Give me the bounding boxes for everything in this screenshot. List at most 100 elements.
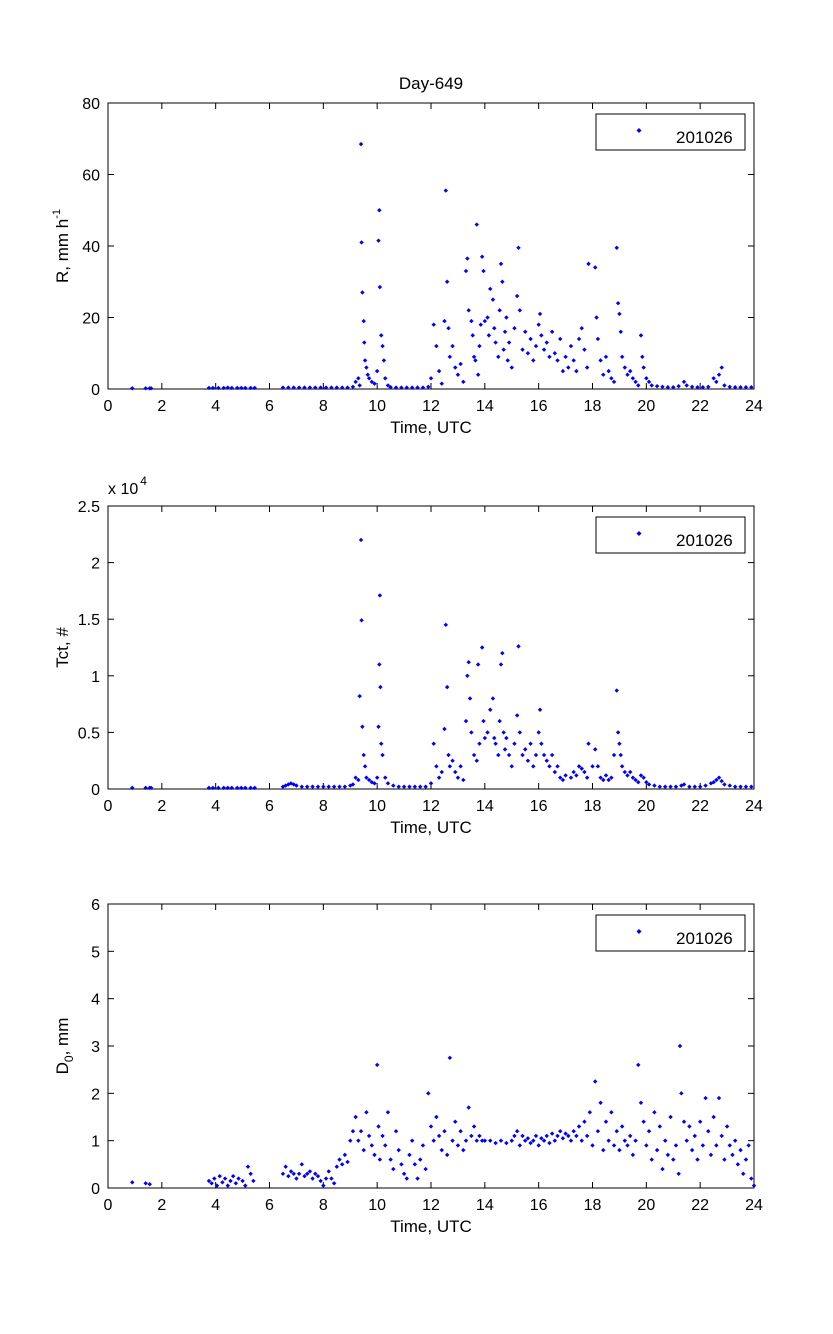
- data-point: [514, 713, 520, 718]
- data-point: [466, 1105, 471, 1110]
- data-point: [633, 1138, 638, 1143]
- data-point: [286, 1173, 291, 1179]
- data-point: [299, 1162, 304, 1167]
- rain-rate-panel: 0 2 4 6 8 10 12 14 16 18 20 22 24020406080Day-649Tim…: [51, 74, 763, 437]
- data-point: [369, 379, 374, 385]
- data-point: [217, 1173, 222, 1179]
- data-point: [727, 783, 732, 788]
- data-point: [504, 1140, 509, 1146]
- data-point: [517, 730, 523, 735]
- data-point: [619, 354, 625, 360]
- data-point: [488, 1138, 493, 1143]
- data-point: [286, 782, 291, 787]
- total-count-y-tick-label: 1: [91, 669, 100, 686]
- data-point: [358, 141, 364, 147]
- data-point: [732, 784, 738, 789]
- data-point: [423, 784, 428, 789]
- data-point: [586, 741, 591, 746]
- data-point: [334, 385, 339, 390]
- data-point: [541, 1138, 547, 1143]
- data-point: [547, 354, 552, 360]
- total-count-series: [130, 537, 754, 791]
- data-point: [357, 383, 362, 388]
- data-point: [603, 1119, 609, 1124]
- data-point: [315, 1173, 321, 1179]
- data-point: [376, 1124, 381, 1129]
- data-point: [738, 784, 743, 789]
- data-point: [649, 383, 654, 388]
- data-point: [681, 379, 687, 385]
- data-point: [130, 1180, 135, 1185]
- rain-rate-x-tick-label: 10: [368, 398, 386, 415]
- data-point: [206, 385, 212, 391]
- data-point: [594, 315, 599, 320]
- data-point: [528, 336, 533, 342]
- data-point: [216, 785, 221, 791]
- data-point: [374, 368, 380, 374]
- data-point: [331, 784, 337, 789]
- median-diameter-y-tick-label: 0: [91, 1181, 100, 1198]
- data-point: [225, 785, 230, 791]
- data-point: [603, 354, 609, 360]
- data-point: [622, 769, 627, 775]
- data-point: [361, 752, 366, 758]
- data-point: [401, 784, 407, 789]
- chart-title: Day-649: [399, 74, 463, 93]
- data-point: [365, 372, 370, 377]
- data-point: [143, 386, 148, 391]
- data-point: [436, 368, 442, 374]
- total-count-axis-multiplier-exponent: 4: [140, 474, 147, 488]
- data-point: [697, 1119, 703, 1124]
- data-point: [497, 718, 502, 724]
- data-point: [493, 741, 498, 746]
- data-point: [498, 1138, 504, 1143]
- data-point: [415, 1176, 420, 1181]
- data-point: [372, 781, 377, 786]
- data-point: [609, 1110, 614, 1115]
- data-point: [442, 1129, 447, 1134]
- total-count-axis-multiplier-base: x 10: [108, 481, 138, 498]
- data-point: [700, 385, 706, 390]
- data-point: [516, 644, 521, 649]
- data-point: [536, 322, 541, 327]
- data-point: [465, 256, 470, 261]
- median-diameter-x-axis-label: Time, UTC: [390, 1217, 472, 1236]
- data-point: [601, 777, 606, 783]
- data-point: [722, 1157, 727, 1162]
- data-point: [549, 1131, 555, 1136]
- median-diameter-x-tick-label: 14: [476, 1197, 494, 1214]
- data-point: [455, 1143, 461, 1148]
- rain-rate-x-tick-label: 2: [157, 398, 166, 415]
- data-point: [571, 1129, 576, 1134]
- data-point: [520, 347, 525, 352]
- data-point: [442, 726, 447, 732]
- data-point: [579, 766, 584, 771]
- data-point: [490, 696, 496, 701]
- data-point: [563, 773, 568, 778]
- data-point: [252, 785, 257, 791]
- data-point: [539, 333, 544, 338]
- data-point: [482, 1138, 488, 1143]
- data-point: [228, 1178, 233, 1184]
- data-point: [525, 1136, 531, 1141]
- rain-rate-x-tick-label: 12: [422, 398, 440, 415]
- data-point: [614, 1129, 619, 1134]
- data-point: [310, 1176, 315, 1181]
- data-point: [552, 351, 558, 356]
- data-point: [582, 769, 587, 775]
- data-point: [469, 730, 474, 735]
- data-point: [383, 775, 388, 780]
- data-point: [539, 1136, 544, 1141]
- data-point: [235, 385, 240, 391]
- data-point: [302, 385, 307, 390]
- data-point: [488, 707, 493, 712]
- data-point: [523, 1138, 528, 1143]
- data-point: [280, 385, 286, 390]
- median-diameter-y-tick-label: 2: [91, 1086, 100, 1103]
- median-diameter-y-axis-label: D0, mm: [53, 1018, 76, 1075]
- data-point: [676, 383, 681, 389]
- rain-rate-series: [130, 141, 754, 391]
- data-point: [447, 354, 453, 360]
- data-point: [603, 773, 609, 778]
- data-point: [601, 372, 606, 377]
